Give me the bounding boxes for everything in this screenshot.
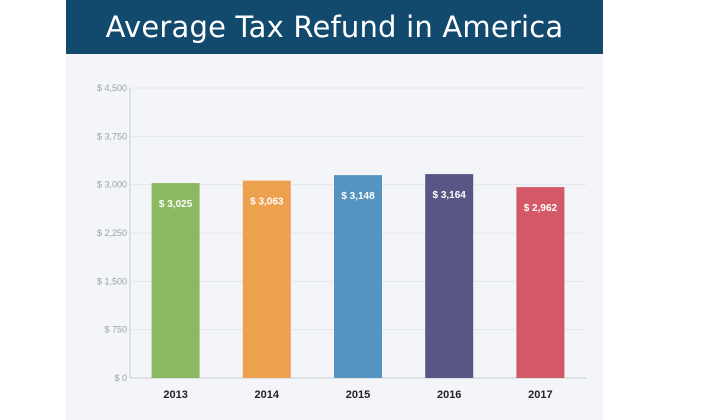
y-tick-label: $ 3,750 [97, 131, 127, 141]
y-axis: $ 0 $ 750 $ 1,500 $ 2,250 $ 3,000 $ 3,750 $ 4,… [97, 83, 586, 383]
y-tick-label: $ 4,500 [97, 83, 127, 93]
bar-2013 [151, 183, 200, 378]
bar-value-label: $ 3,148 [341, 191, 375, 202]
bar-value-label: $ 3,025 [159, 199, 193, 210]
x-tick-label: 2016 [437, 389, 461, 401]
bar-2015 [334, 175, 382, 378]
x-tick-label: 2014 [255, 389, 280, 401]
x-tick-label: 2017 [528, 389, 552, 401]
y-tick-label: $ 0 [114, 373, 127, 383]
y-tick-label: $ 1,500 [97, 276, 127, 286]
title-banner: Average Tax Refund in America [66, 0, 603, 54]
bars: $ 3,025 $ 3,063 $ 3,148 $ 3,164 $ 2,962 [151, 174, 565, 378]
y-tick-label: $ 750 [104, 325, 127, 335]
bar-2016 [425, 174, 474, 378]
chart-title: Average Tax Refund in America [105, 10, 564, 44]
y-tick-label: $ 3,000 [97, 180, 127, 190]
bar-value-label: $ 3,164 [433, 190, 467, 201]
bar-value-label: $ 3,063 [250, 197, 284, 208]
x-axis: 2013 2014 2015 2016 2017 [163, 389, 552, 401]
x-tick-label: 2015 [346, 389, 370, 401]
x-tick-label: 2013 [163, 389, 187, 401]
bar-value-label: $ 2,962 [524, 203, 558, 214]
bar-2014 [242, 180, 291, 378]
bar-2017 [516, 187, 565, 378]
y-tick-label: $ 2,250 [97, 228, 127, 238]
